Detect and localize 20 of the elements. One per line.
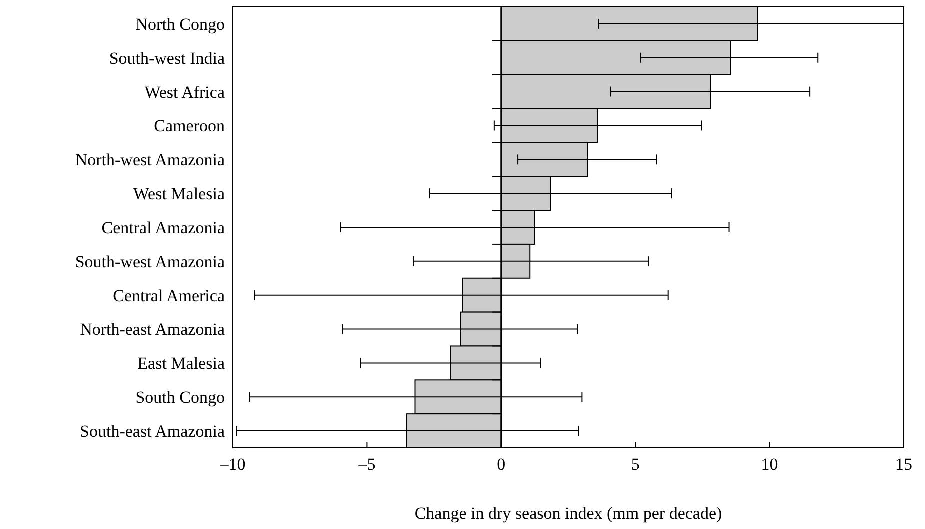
y-tick-label: South-west India: [109, 48, 226, 68]
y-tick-label: South-west Amazonia: [75, 252, 226, 272]
x-axis-title: Change in dry season index (mm per decade): [414, 504, 722, 523]
y-tick-label: Central Amazonia: [102, 218, 226, 238]
y-tick-label: South-east Amazonia: [80, 422, 226, 441]
y-tick-label: West Africa: [144, 82, 226, 102]
x-tick-label: 15: [896, 455, 912, 474]
y-tick-label: North Congo: [136, 14, 225, 34]
y-tick-label: Central America: [113, 286, 226, 306]
y-tick-label: Cameroon: [154, 116, 226, 136]
y-tick-label: East Malesia: [138, 354, 226, 374]
x-tick-label: –10: [219, 455, 246, 474]
y-tick-label: South Congo: [136, 388, 225, 408]
x-tick-label: –5: [358, 455, 376, 474]
x-tick-label: 5: [631, 455, 640, 474]
y-tick-label: North-west Amazonia: [75, 150, 226, 170]
y-tick-label: West Malesia: [133, 184, 226, 204]
y-tick-label: North-east Amazonia: [80, 320, 226, 340]
x-tick-label: 10: [761, 455, 778, 474]
x-tick-label: 0: [497, 455, 506, 474]
